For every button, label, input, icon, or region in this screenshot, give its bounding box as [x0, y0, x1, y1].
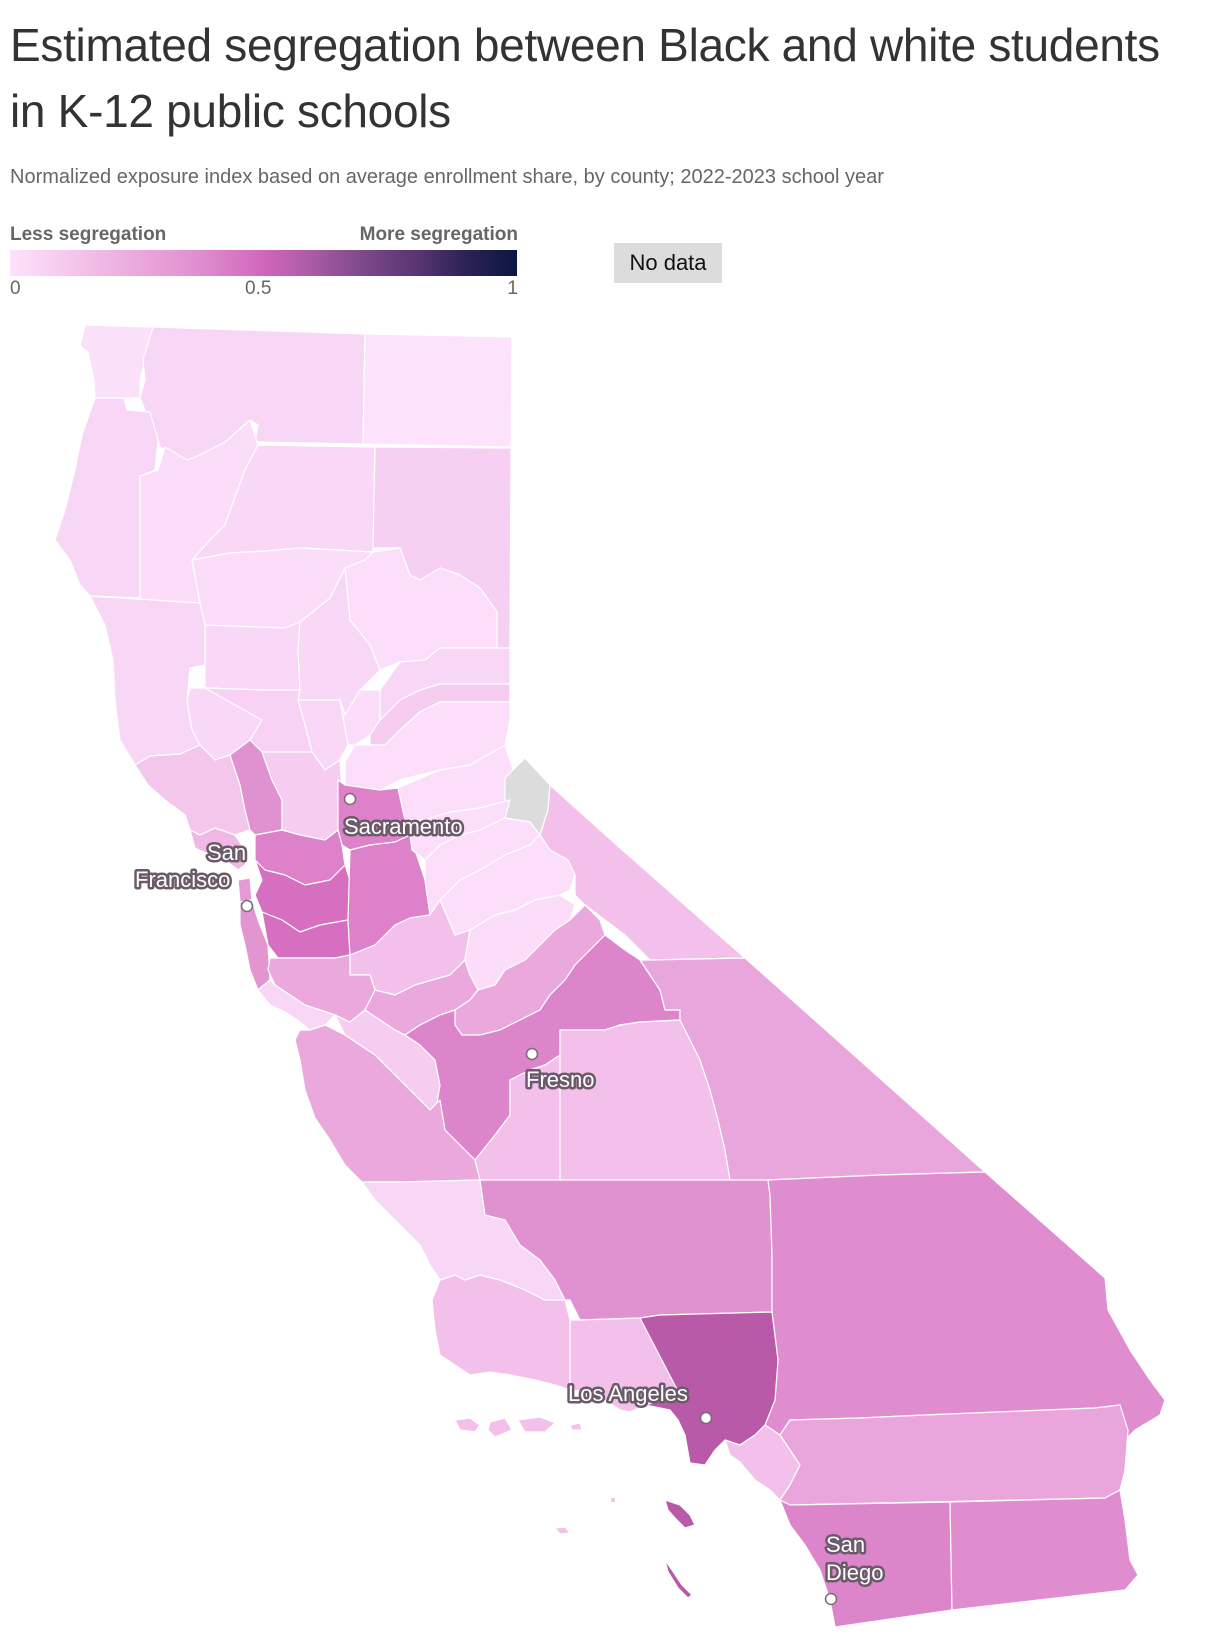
county-glenn[interactable]: [204, 621, 301, 691]
county-san-bernardino[interactable]: [764, 1171, 1166, 1446]
city-label-sacramento: Sacramento: [344, 814, 463, 839]
county-marin[interactable]: [189, 827, 249, 871]
city-label-san-francisco-line2: Francisco: [135, 867, 230, 892]
city-dot-icon: [343, 792, 357, 806]
chart-title: Estimated segregation between Black and …: [10, 19, 1160, 137]
city-dot-icon: [525, 1047, 539, 1061]
county-mono[interactable]: [539, 784, 746, 961]
city-marker-san-francisco: San Francisco: [133, 838, 254, 913]
island-san-clemente[interactable]: [664, 1559, 693, 1599]
legend-low-label: Less segregation: [10, 224, 167, 245]
county-santa-barbara[interactable]: [431, 1274, 571, 1391]
city-label-san-francisco-line1: San: [207, 840, 246, 865]
city-label-san-diego-line2: Diego: [826, 1560, 883, 1585]
color-legend: Less segregation More segregation 0 0.5 …: [10, 224, 518, 302]
city-marker-fresno: Fresno: [524, 1047, 597, 1095]
legend-high-label: More segregation: [359, 224, 518, 245]
no-data-legend: No data: [614, 243, 722, 283]
county-modoc[interactable]: [362, 333, 513, 448]
legend-tick-mid: 0.5: [245, 278, 272, 299]
city-label-fresno: Fresno: [526, 1067, 594, 1092]
city-dot-icon: [824, 1592, 838, 1606]
legend-tick-0: 0: [10, 278, 21, 299]
chart-subtitle: Normalized exposure index based on avera…: [10, 166, 884, 188]
legend-tick-1: 1: [507, 278, 518, 299]
county-imperial[interactable]: [949, 1489, 1139, 1611]
county-san-francisco[interactable]: [237, 877, 253, 903]
island-ventura-county[interactable]: [517, 1416, 583, 1433]
city-label-los-angeles: Los Angeles: [568, 1381, 688, 1406]
city-label-san-diego-line1: San: [826, 1532, 865, 1557]
island-santa-barbara-small[interactable]: [554, 1496, 617, 1535]
city-dot-icon: [699, 1411, 713, 1425]
city-dot-icon: [240, 899, 254, 913]
city-marker-los-angeles: Los Angeles: [566, 1379, 713, 1425]
county-san-diego[interactable]: [779, 1499, 953, 1628]
county-mendocino[interactable]: [89, 595, 206, 766]
island-santa-catalina[interactable]: [664, 1499, 696, 1529]
county-monterey[interactable]: [294, 1024, 481, 1183]
county-los-angeles[interactable]: [639, 1311, 779, 1466]
county-del-norte[interactable]: [79, 324, 154, 399]
county-riverside[interactable]: [779, 1404, 1129, 1506]
city-marker-san-diego: San Diego: [824, 1530, 886, 1606]
legend-gradient-bar: [10, 250, 517, 276]
city-marker-sacramento: Sacramento: [342, 792, 465, 842]
island-santa-barbara-county[interactable]: [454, 1417, 513, 1438]
